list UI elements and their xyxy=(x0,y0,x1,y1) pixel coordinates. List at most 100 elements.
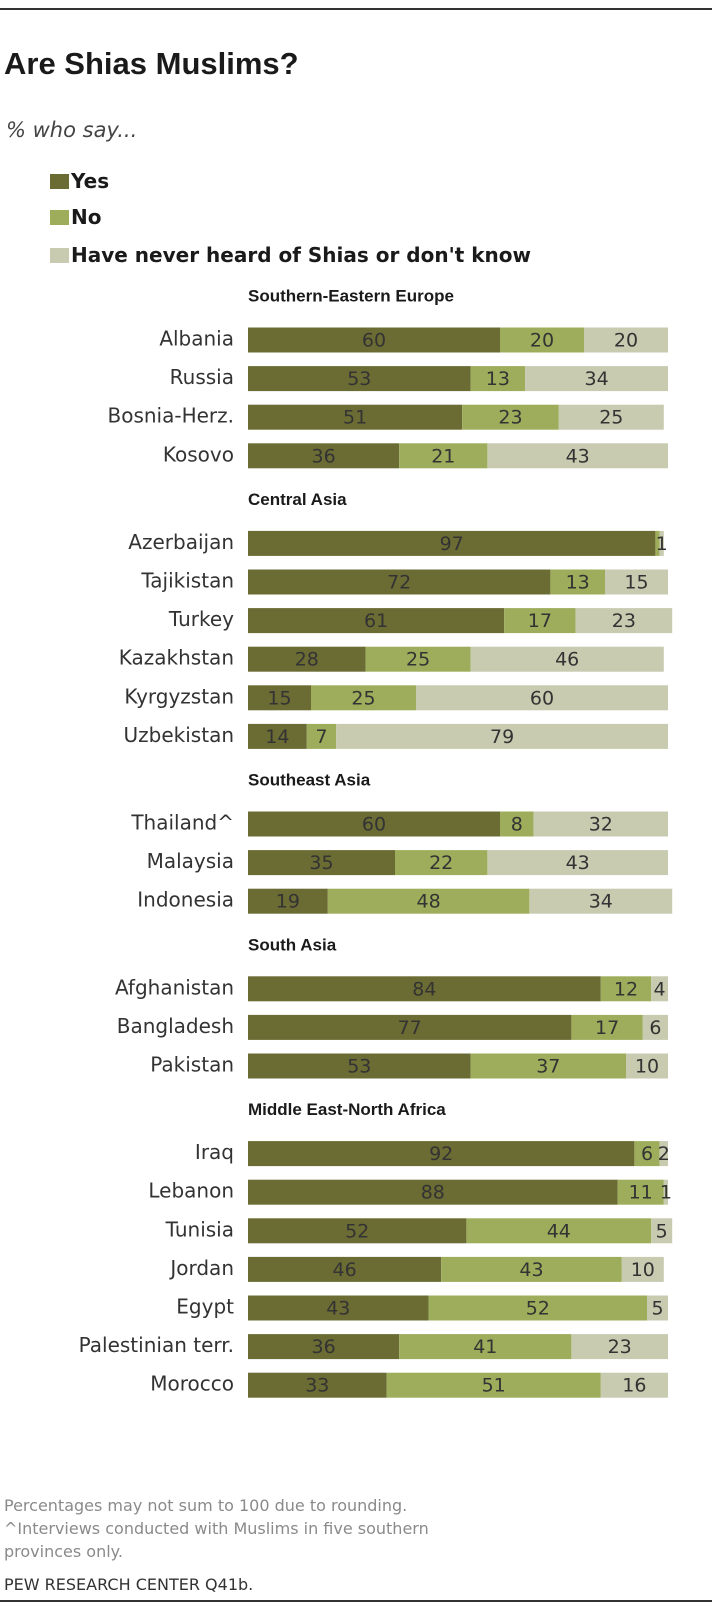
legend-label-unknown: Have never heard of Shias or don't know xyxy=(71,243,531,267)
bar-pakistan-yes xyxy=(248,1053,471,1079)
data-label-lebanon-yes: 88 xyxy=(421,1182,445,1204)
bar-tunisia-unknown xyxy=(651,1218,673,1244)
note-thailand-cont: provinces only. xyxy=(4,1542,123,1561)
group-header-central-asia: Central Asia xyxy=(248,490,347,509)
country-label-turkey: Turkey xyxy=(168,607,234,631)
data-label-pakistan-yes: 53 xyxy=(347,1056,371,1078)
bar-azerbaijan-yes xyxy=(248,530,656,556)
data-label-tajikistan-yes: 72 xyxy=(387,572,411,594)
bar-azerbaijan-unknown xyxy=(659,530,664,556)
data-label-malaysia-yes: 35 xyxy=(309,852,333,874)
bar-kyrgyzstan-yes xyxy=(248,685,311,711)
bar-jordan-no xyxy=(441,1256,622,1282)
data-label-egypt-no: 52 xyxy=(526,1298,550,1320)
country-label-lebanon: Lebanon xyxy=(148,1179,234,1203)
data-label-malaysia-no: 22 xyxy=(429,852,453,874)
data-label-uzbekistan-yes: 14 xyxy=(265,726,289,748)
bar-jordan-yes xyxy=(248,1256,442,1282)
data-label-indonesia-no: 48 xyxy=(417,891,441,913)
bar-iraq-no xyxy=(634,1141,660,1167)
data-label-egypt-yes: 43 xyxy=(326,1298,350,1320)
bar-bangladesh-yes xyxy=(248,1014,572,1040)
bar-iraq-yes xyxy=(248,1141,635,1167)
data-label-turkey-no: 17 xyxy=(528,610,552,632)
bar-malaysia-yes xyxy=(248,850,395,876)
bar-kosovo-no xyxy=(399,443,488,469)
data-label-thailand-unknown: 32 xyxy=(589,814,613,836)
data-label-azerbaijan-yes: 97 xyxy=(440,533,464,555)
country-label-kosovo: Kosovo xyxy=(163,442,234,466)
data-label-uzbekistan-no: 7 xyxy=(315,726,327,748)
country-label-kyrgyzstan: Kyrgyzstan xyxy=(124,684,234,708)
bar-egypt-yes xyxy=(248,1295,429,1321)
data-label-tajikistan-unknown: 15 xyxy=(624,572,648,594)
bar-indonesia-yes xyxy=(248,888,328,914)
data-label-russia-no: 13 xyxy=(486,368,510,390)
country-label-pakistan: Pakistan xyxy=(150,1053,234,1077)
bar-uzbekistan-unknown xyxy=(336,723,668,749)
chart-subtitle: % who say... xyxy=(6,118,138,142)
bar-pakistan-unknown xyxy=(626,1053,668,1079)
data-label-kyrgyzstan-unknown: 60 xyxy=(530,687,554,709)
data-label-bangladesh-unknown: 6 xyxy=(649,1017,661,1039)
bar-afghanistan-unknown xyxy=(651,976,668,1002)
bar-indonesia-unknown xyxy=(529,888,673,914)
group-header-middle-east-north-africa: Middle East-North Africa xyxy=(248,1100,446,1119)
data-label-russia-unknown: 34 xyxy=(585,368,609,390)
bar-tajikistan-no xyxy=(550,569,605,595)
bar-egypt-no xyxy=(428,1295,647,1321)
bar-morocco-no xyxy=(386,1372,601,1398)
bar-thailand-unknown xyxy=(533,811,668,837)
data-label-tunisia-no: 44 xyxy=(547,1220,571,1242)
bar-palestinian-terr-yes xyxy=(248,1334,400,1360)
data-label-russia-yes: 53 xyxy=(347,368,371,390)
source-line: PEW RESEARCH CENTER Q41b. xyxy=(4,1575,254,1594)
bar-kosovo-unknown xyxy=(487,443,668,469)
bar-tajikistan-yes xyxy=(248,569,551,595)
country-label-azerbaijan: Azerbaijan xyxy=(128,530,234,554)
bar-turkey-yes xyxy=(248,608,505,634)
data-label-bosnia-herz-no: 23 xyxy=(498,407,522,429)
country-label-egypt: Egypt xyxy=(176,1295,234,1319)
data-label-pakistan-no: 37 xyxy=(536,1056,560,1078)
bar-pakistan-no xyxy=(470,1053,626,1079)
data-label-thailand-yes: 60 xyxy=(362,814,386,836)
data-label-kazakhstan-unknown: 46 xyxy=(555,649,579,671)
bar-bosnia-herz-yes xyxy=(248,404,463,430)
data-label-palestinian-terr-unknown: 23 xyxy=(608,1336,632,1358)
legend-label-no: No xyxy=(71,205,102,229)
country-label-palestinian-terr: Palestinian terr. xyxy=(79,1333,234,1357)
data-label-turkey-unknown: 23 xyxy=(612,610,636,632)
bottom-rule xyxy=(0,1600,712,1602)
data-label-malaysia-unknown: 43 xyxy=(566,852,590,874)
country-label-tajikistan: Tajikistan xyxy=(140,569,234,593)
legend-label-yes: Yes xyxy=(71,169,110,193)
group-header-southeast-asia: Southeast Asia xyxy=(248,770,371,789)
country-label-jordan: Jordan xyxy=(168,1256,234,1280)
country-label-albania: Albania xyxy=(159,327,234,351)
country-label-malaysia: Malaysia xyxy=(147,849,234,873)
group-header-southern-eastern-europe: Southern-Eastern Europe xyxy=(248,286,454,305)
bar-tunisia-no xyxy=(466,1218,652,1244)
data-label-kosovo-unknown: 43 xyxy=(566,445,590,467)
bar-russia-yes xyxy=(248,366,471,392)
data-label-afghanistan-yes: 84 xyxy=(412,978,436,1000)
legend-item-unknown: Have never heard of Shias or don't know xyxy=(50,242,531,268)
stacked-bar-chart: Southern-Eastern Europe Albania 60 20 20 Russ… xyxy=(79,286,673,1398)
data-label-palestinian-terr-no: 41 xyxy=(473,1336,497,1358)
data-label-uzbekistan-unknown: 79 xyxy=(490,726,514,748)
data-label-afghanistan-unknown: 4 xyxy=(654,978,666,1000)
data-label-indonesia-yes: 19 xyxy=(276,891,300,913)
data-label-thailand-no: 8 xyxy=(511,814,523,836)
bar-russia-no xyxy=(470,366,526,392)
legend-swatch-unknown xyxy=(50,247,69,263)
note-rounding: Percentages may not sum to 100 due to ro… xyxy=(4,1496,408,1515)
data-label-afghanistan-no: 12 xyxy=(614,978,638,1000)
country-label-uzbekistan: Uzbekistan xyxy=(124,723,234,747)
bar-thailand-yes xyxy=(248,811,500,837)
chart-title: Are Shias Muslims? xyxy=(4,46,299,81)
country-label-thailand: Thailand^ xyxy=(130,811,234,835)
legend-swatch-yes xyxy=(50,173,69,189)
bar-tajikistan-unknown xyxy=(605,569,668,595)
chart-notes: Percentages may not sum to 100 due to ro… xyxy=(4,1494,429,1563)
